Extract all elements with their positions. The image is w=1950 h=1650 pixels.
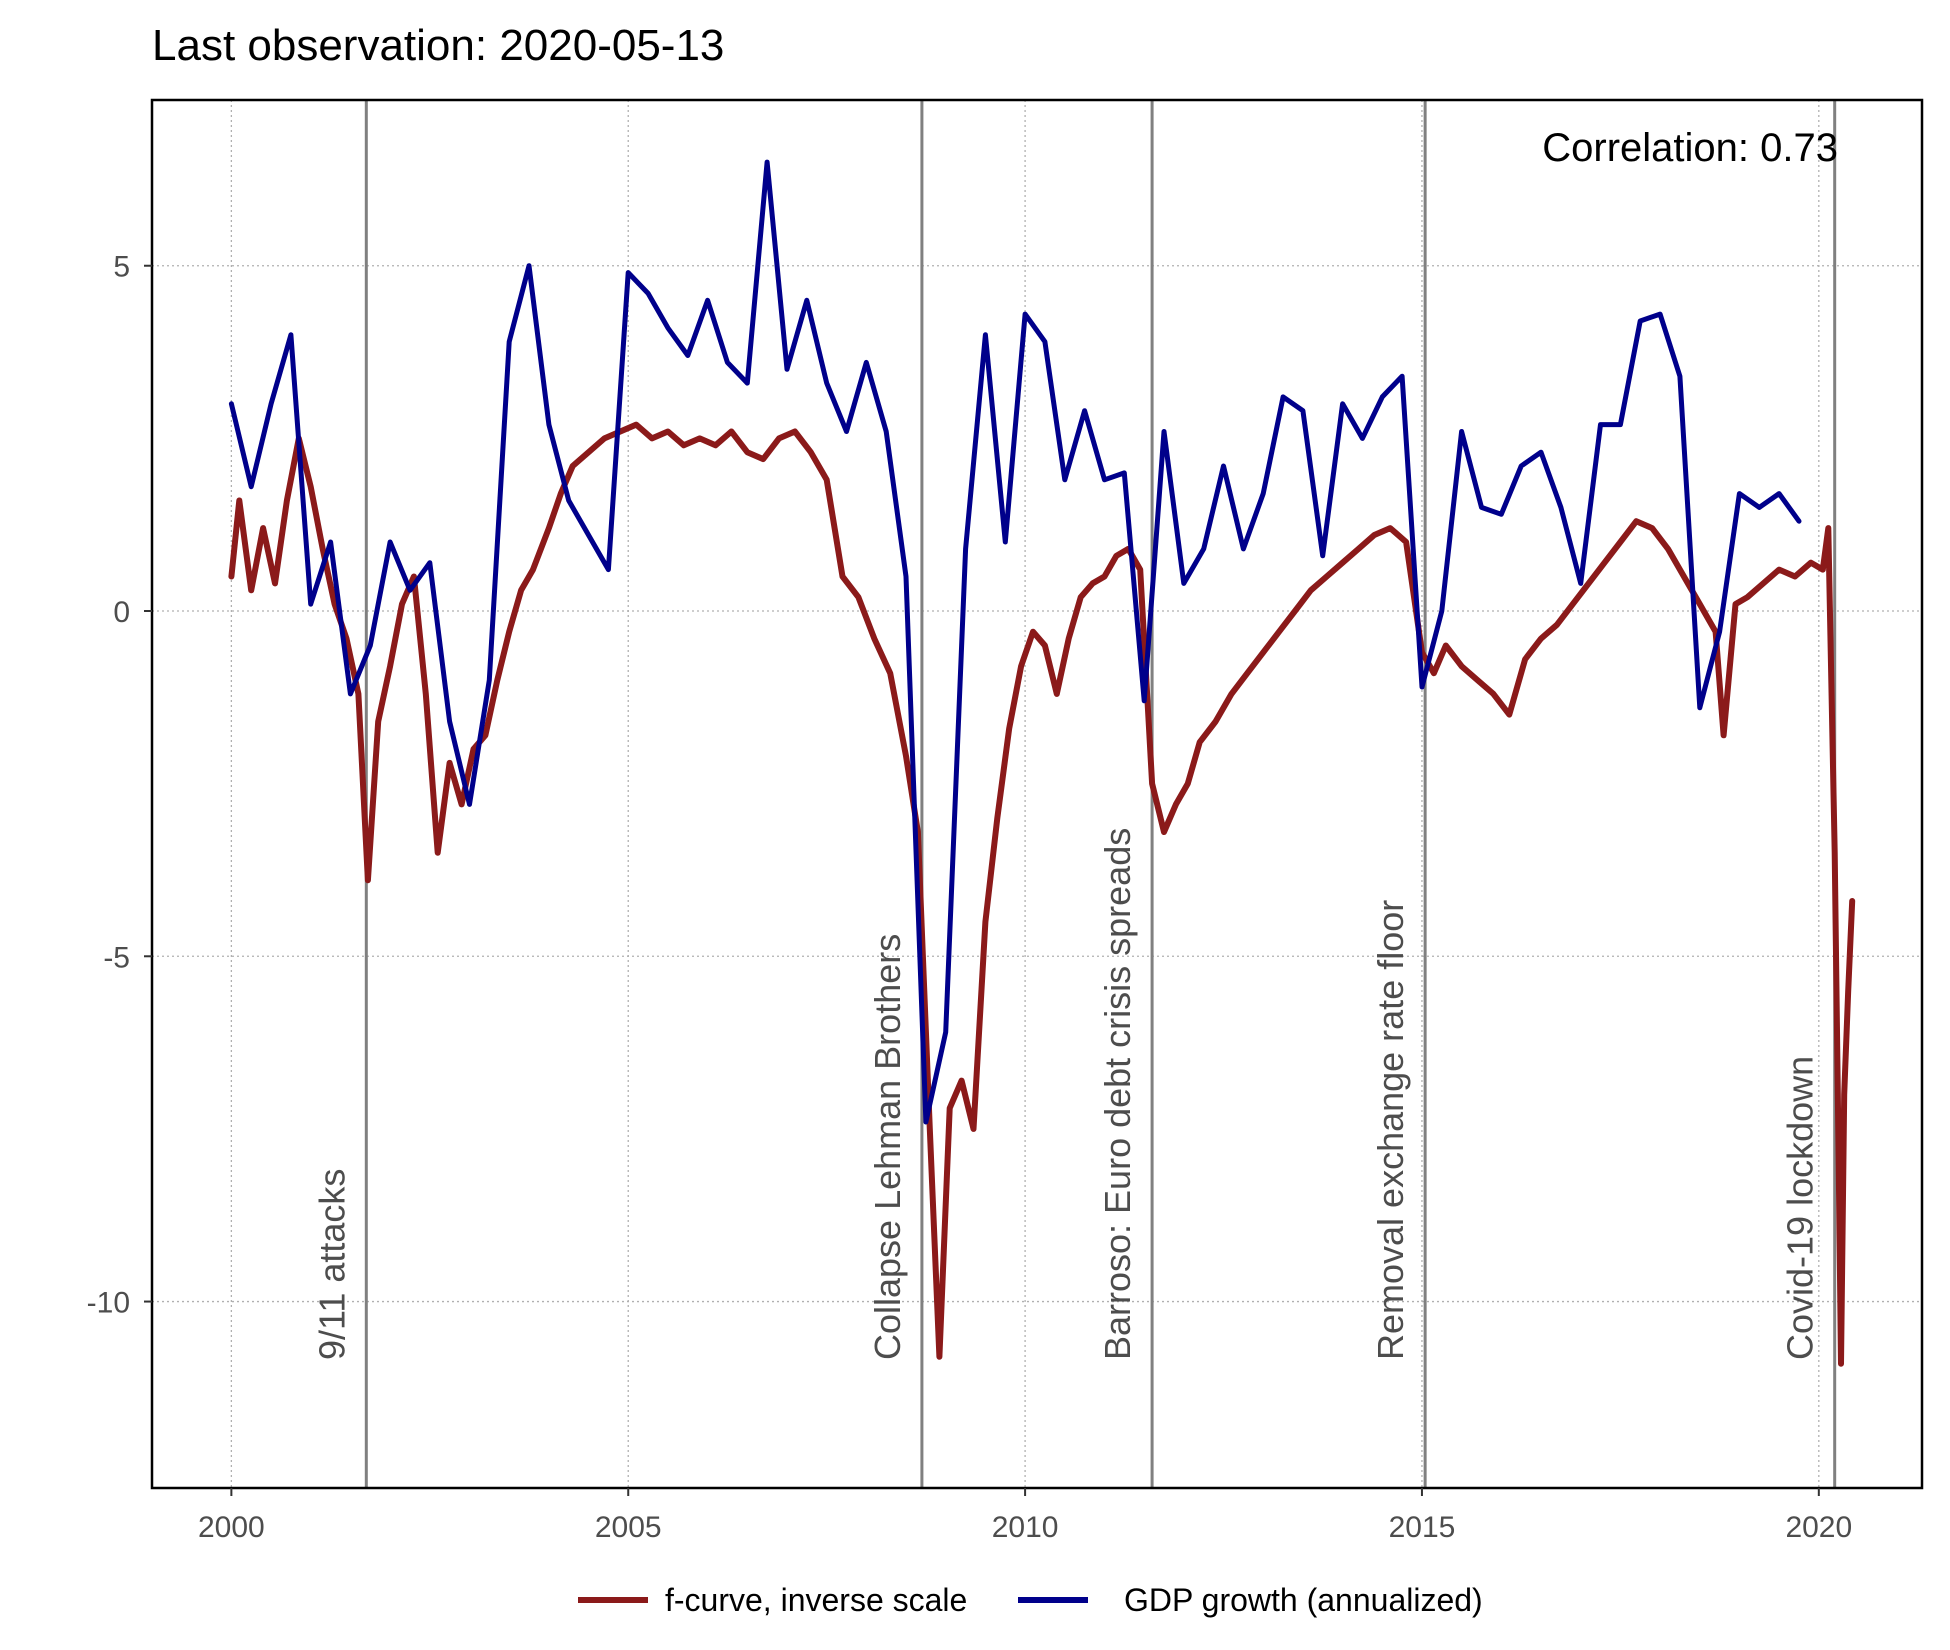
legend-label: GDP growth (annualized): [1124, 1582, 1483, 1618]
chart-title: Last observation: 2020-05-13: [152, 21, 724, 70]
event-labels: 9/11 attacks Collapse Lehman Brothers Barr…: [311, 828, 1820, 1360]
f-curve-line: [228, 421, 1856, 1367]
event-label: Barroso: Euro debt crisis spreads: [1097, 828, 1138, 1360]
y-tick-label: -10: [87, 1287, 130, 1320]
x-tick-label: 2000: [198, 1511, 265, 1544]
x-tick-label: 2020: [1785, 1511, 1852, 1544]
y-tick-label: 5: [113, 251, 130, 284]
x-tick-label: 2015: [1389, 1511, 1456, 1544]
x-tick-label: 2005: [595, 1511, 662, 1544]
y-axis: 5 0 -5 -10: [87, 251, 152, 1320]
grid: [152, 100, 1922, 1488]
event-label: Collapse Lehman Brothers: [867, 934, 908, 1360]
y-tick-label: -5: [103, 941, 130, 974]
y-tick-label: 0: [113, 596, 130, 629]
event-label: Removal exchange rate floor: [1370, 900, 1411, 1360]
series-lines: [228, 159, 1856, 1367]
plot-border: [150, 98, 1924, 1490]
legend-label: f-curve, inverse scale: [665, 1582, 967, 1618]
gdp-growth-line: [228, 159, 1802, 1125]
correlation-label: Correlation: 0.73: [1542, 126, 1838, 170]
event-label: Covid-19 lockdown: [1780, 1056, 1821, 1360]
x-tick-label: 2010: [992, 1511, 1059, 1544]
event-label: 9/11 attacks: [311, 1169, 352, 1360]
legend: f-curve, inverse scale GDP growth (annual…: [578, 1582, 1483, 1618]
x-axis: 2000 2005 2010 2015 2020: [198, 1488, 1852, 1544]
